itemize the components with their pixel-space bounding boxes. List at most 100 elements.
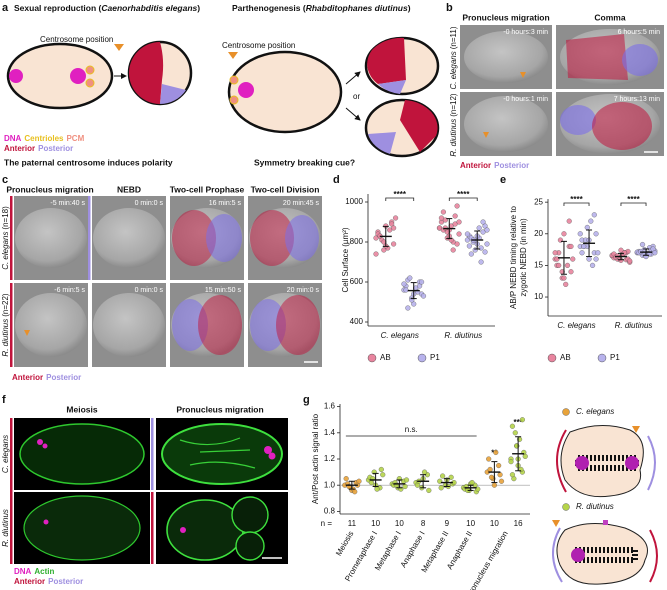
n-count: 10	[395, 519, 404, 528]
data-point	[343, 476, 349, 482]
pronucleus	[238, 82, 254, 98]
data-point	[621, 250, 628, 256]
n-count: 16	[514, 519, 523, 528]
row-label: R. diutinus	[1, 509, 10, 547]
n-count: 10	[466, 519, 475, 528]
micrographs	[14, 196, 322, 367]
data-point	[497, 472, 503, 478]
data-point	[454, 203, 460, 209]
y-tick-label: 1.6	[324, 402, 336, 411]
data-point	[570, 256, 576, 262]
heading: Parthenogenesis (Rhabditophanes diutinus…	[232, 3, 411, 13]
row-label: R. diutinus(n=12)	[449, 93, 458, 156]
panel-label: c	[2, 174, 8, 186]
data-point	[552, 250, 558, 256]
row-label: R. diutinus(n=22)	[1, 293, 10, 356]
centrosome	[229, 75, 239, 85]
data-point	[352, 489, 358, 495]
x-tick-label: C. elegans	[381, 331, 419, 340]
data-point	[639, 241, 646, 248]
significance: ***	[513, 418, 523, 427]
data-point	[563, 281, 569, 287]
data-point	[374, 486, 380, 492]
legend-swatch	[562, 408, 570, 416]
timestamp: -6 min:5 s	[54, 287, 85, 294]
annotation: Centrosome position	[222, 41, 295, 50]
ns-label: n.s.	[405, 425, 418, 434]
data-point	[568, 269, 574, 275]
caption: Symmetry breaking cue?	[254, 157, 355, 167]
panel-label: f	[2, 394, 6, 406]
data-point	[426, 487, 432, 494]
panel-a: a Sexual reproduction (Caenorhabditis el…	[2, 2, 440, 167]
data-point	[391, 241, 397, 247]
timestamp: 0 min:0 s	[135, 200, 164, 207]
data-point	[478, 245, 484, 251]
data-point	[509, 472, 516, 478]
panel-label: a	[2, 2, 9, 14]
data-point	[509, 423, 516, 429]
data-point	[476, 225, 482, 231]
embryo	[464, 31, 548, 83]
data-point	[484, 241, 490, 247]
centrosome	[85, 78, 95, 88]
data-point	[468, 251, 474, 257]
posterior-overlay	[622, 44, 658, 76]
legend-label: AB	[560, 353, 571, 362]
centrosome-marker	[114, 44, 124, 51]
legend-label: AB	[380, 353, 391, 362]
legend-label: C. elegans	[576, 407, 614, 416]
caption: The paternal centrosome induces polarity	[4, 157, 173, 167]
legend-swatch	[562, 503, 570, 511]
data-point	[420, 293, 427, 299]
data-point	[627, 258, 633, 264]
data-point	[464, 231, 471, 237]
data-point	[491, 482, 497, 488]
data-point	[378, 466, 384, 473]
data-point	[438, 485, 444, 491]
data-point	[566, 218, 572, 224]
embryo	[6, 42, 114, 110]
anterior-bar	[10, 283, 13, 367]
timestamp: 6 hours:5 min	[618, 29, 661, 36]
significance: ****	[627, 195, 640, 204]
data-point	[440, 209, 447, 215]
data-point	[618, 247, 624, 253]
data-point	[452, 213, 458, 219]
data-point	[438, 215, 445, 221]
column-title: Pronucleus migration	[176, 404, 263, 414]
panel-label: b	[446, 2, 453, 14]
column-title: Pronucleus migration	[6, 184, 93, 194]
data-point	[589, 262, 596, 269]
timestamp: 7 hours:13 min	[614, 96, 660, 103]
centrosome	[229, 95, 239, 105]
embryo	[227, 50, 343, 134]
timestamp: 20 min:45 s	[283, 200, 320, 207]
data-point	[405, 305, 411, 311]
row-label: C. elegans	[1, 435, 10, 473]
heading: Sexual reproduction (Caenorhabditis eleg…	[14, 3, 200, 13]
n-count: 10	[490, 519, 499, 528]
data-point	[487, 466, 493, 473]
timestamp: 20 min:0 s	[287, 287, 320, 294]
significance-bracket	[620, 202, 647, 206]
x-tick-label: R. diutinus	[444, 331, 482, 340]
data-point	[488, 474, 495, 480]
data-point	[478, 259, 484, 265]
column-title: Meiosis	[66, 404, 97, 414]
data-point	[380, 472, 386, 478]
legend-swatch	[367, 353, 377, 363]
significance: ****	[570, 195, 583, 204]
anterior-bar	[10, 196, 13, 280]
data-point	[586, 256, 592, 262]
data-point	[522, 453, 528, 459]
timestamp: -0 hours:3 min	[503, 29, 548, 36]
y-tick-label: 400	[350, 317, 364, 326]
y-tick-label: 0.8	[324, 506, 336, 515]
data-point	[402, 483, 408, 490]
panel-b: b Pronucleus migration Comma C. elegans(…	[446, 2, 664, 170]
y-tick-label: 25	[534, 197, 543, 206]
n-count: 8	[421, 519, 426, 528]
y-tick-label: 800	[350, 237, 364, 246]
